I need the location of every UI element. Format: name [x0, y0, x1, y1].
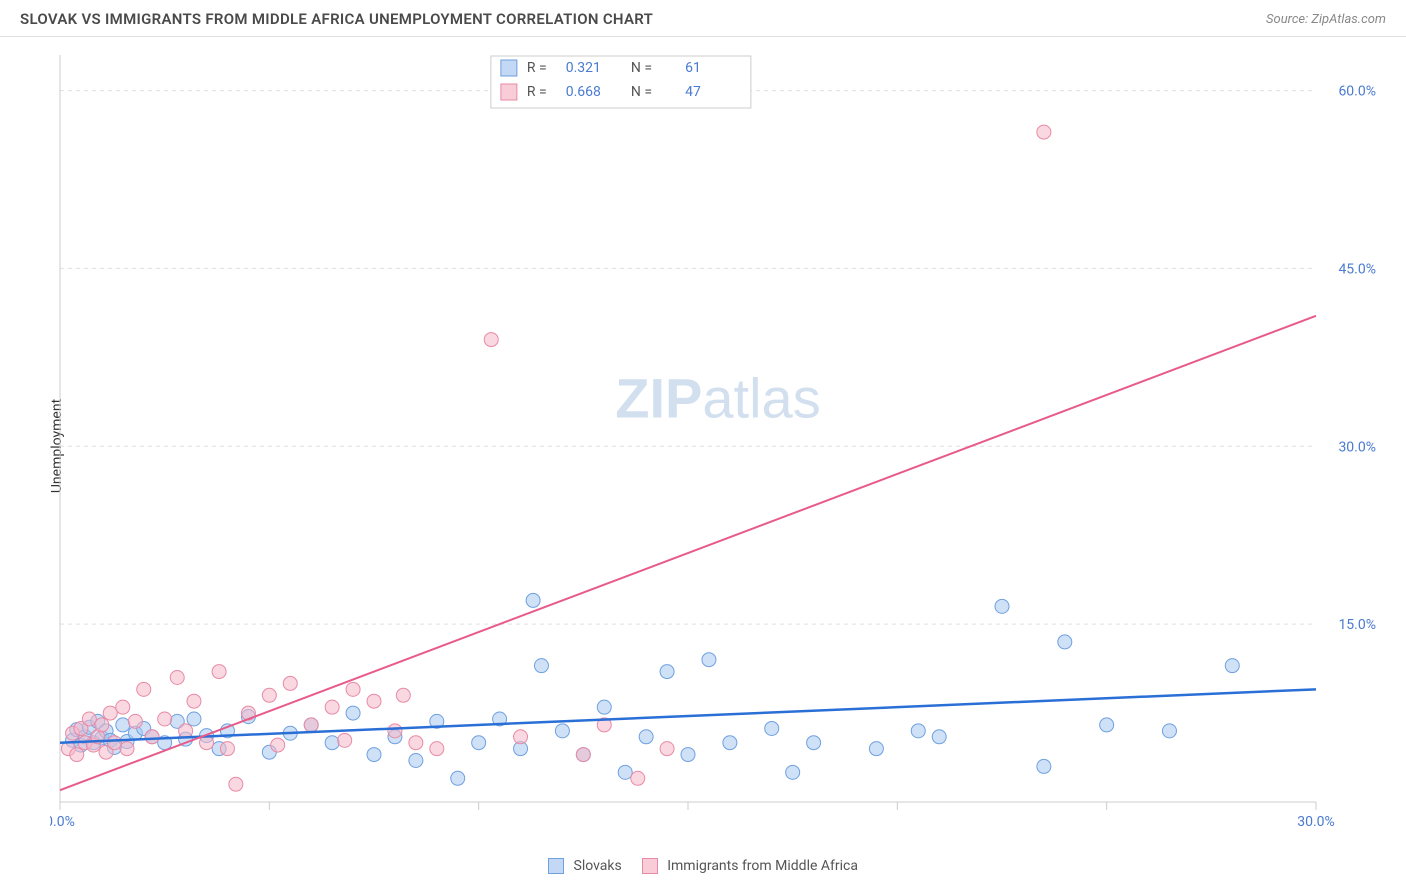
svg-text:ZIPatlas: ZIPatlas	[615, 367, 820, 430]
svg-text:30.0%: 30.0%	[1297, 814, 1335, 830]
legend-label: Immigrants from Middle Africa	[667, 858, 858, 874]
chart-area: 15.0% 30.0% 45.0% 60.0% ZIPatlas 0.0% 30.0% R =…	[50, 50, 1386, 832]
chart-title: SLOVAK VS IMMIGRANTS FROM MIDDLE AFRICA …	[20, 10, 653, 28]
chart-header: SLOVAK VS IMMIGRANTS FROM MIDDLE AFRICA …	[0, 0, 1406, 37]
svg-text:0.668: 0.668	[566, 84, 601, 100]
svg-text:N =: N =	[631, 60, 652, 76]
svg-text:30.0%: 30.0%	[1338, 439, 1376, 455]
svg-text:0.321: 0.321	[566, 60, 601, 76]
footer-legend: Slovaks Immigrants from Middle Africa	[0, 858, 1406, 874]
svg-text:60.0%: 60.0%	[1338, 84, 1376, 100]
svg-text:0.0%: 0.0%	[50, 814, 75, 830]
svg-text:15.0%: 15.0%	[1338, 617, 1376, 633]
swatch-icon	[642, 858, 658, 874]
scatter-plot-svg: 15.0% 30.0% 45.0% 60.0% ZIPatlas 0.0% 30.0% R =…	[50, 50, 1386, 832]
source-label: Source: ZipAtlas.com	[1266, 12, 1386, 27]
legend-item-immigrants: Immigrants from Middle Africa	[642, 858, 858, 874]
svg-text:61: 61	[685, 60, 701, 76]
legend-item-slovaks: Slovaks	[548, 858, 622, 874]
svg-text:N =: N =	[631, 84, 652, 100]
svg-text:R =: R =	[527, 60, 547, 76]
legend-label: Slovaks	[574, 858, 622, 874]
svg-text:45.0%: 45.0%	[1338, 261, 1376, 277]
svg-text:47: 47	[685, 84, 701, 100]
swatch-icon	[548, 858, 564, 874]
svg-text:R =: R =	[527, 84, 547, 100]
